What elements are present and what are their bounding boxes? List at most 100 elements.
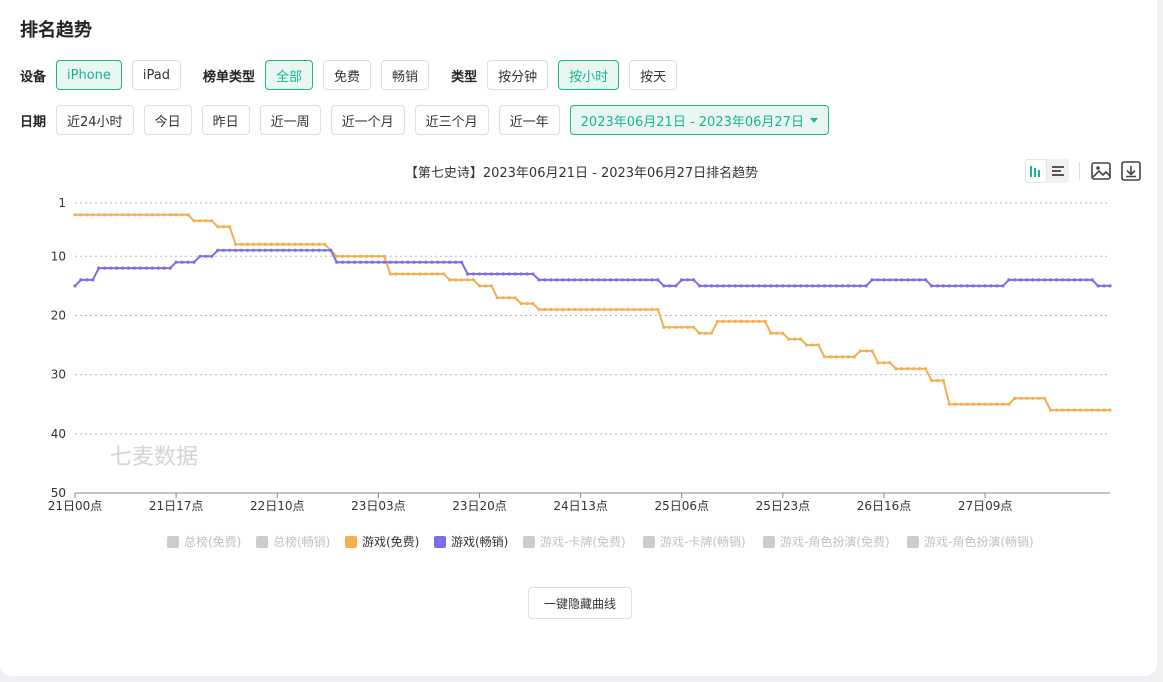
data-point <box>109 213 113 217</box>
data-point <box>222 248 226 252</box>
data-point <box>656 307 660 312</box>
data-point <box>323 248 327 252</box>
filter-row-2: 日期 近24小时 今日 昨日 近一周 近一个月 近三个月 近一年 2023年06… <box>20 105 839 135</box>
legend-item[interactable]: 游戏(免费) <box>345 534 419 549</box>
download-icon[interactable] <box>1120 160 1142 182</box>
data-point <box>727 319 731 323</box>
data-point <box>471 278 476 282</box>
data-point <box>1108 284 1112 288</box>
data-point <box>674 325 678 329</box>
data-point <box>709 284 714 288</box>
data-point <box>1001 284 1005 288</box>
data-point <box>121 266 125 270</box>
y-tick-label: 1 <box>58 196 66 210</box>
x-tick-label: 23日20点 <box>452 499 507 513</box>
data-point <box>941 379 946 383</box>
data-point <box>858 284 862 288</box>
data-point <box>115 213 119 217</box>
data-point <box>180 213 184 217</box>
data-point <box>769 331 773 335</box>
date-year-button[interactable]: 近一年 <box>498 105 560 135</box>
data-point <box>626 278 630 282</box>
bar-chart-icon[interactable] <box>1025 159 1047 183</box>
data-point <box>834 284 839 288</box>
data-point <box>132 213 137 217</box>
data-point <box>204 219 208 223</box>
data-point <box>828 284 833 288</box>
data-point <box>1007 402 1011 406</box>
data-point <box>787 337 791 341</box>
data-point <box>79 213 83 217</box>
data-point <box>257 242 261 246</box>
data-point <box>216 225 220 229</box>
data-point <box>698 331 702 335</box>
date-yesterday-button[interactable]: 昨日 <box>201 105 250 135</box>
image-icon[interactable] <box>1090 160 1112 182</box>
legend-swatch <box>907 536 919 548</box>
type-day-button[interactable]: 按天 <box>629 60 678 90</box>
series-0 <box>73 213 1112 412</box>
data-point <box>174 213 178 217</box>
data-point <box>828 355 833 359</box>
legend-item[interactable]: 游戏-卡牌(免费) <box>523 534 626 549</box>
hide-curves-button[interactable]: 一键隐藏曲线 <box>528 587 632 619</box>
data-point <box>537 307 541 312</box>
data-point <box>1019 396 1023 400</box>
device-iphone-button[interactable]: iPhone <box>56 60 122 90</box>
legend-item[interactable]: 游戏-卡牌(畅销) <box>643 535 746 549</box>
data-point <box>162 213 166 217</box>
type-hour-button[interactable]: 按小时 <box>558 60 620 90</box>
data-point <box>299 242 303 246</box>
date-week-button[interactable]: 近一周 <box>259 105 321 135</box>
data-point <box>364 260 369 264</box>
list-type-free-button[interactable]: 免费 <box>323 60 372 90</box>
legend-item[interactable]: 游戏(畅销) <box>434 535 508 549</box>
data-point <box>852 355 856 359</box>
list-icon[interactable] <box>1047 159 1069 183</box>
data-point <box>495 272 499 276</box>
data-point <box>1043 278 1047 282</box>
data-point <box>662 284 666 288</box>
legend-item[interactable]: 游戏-角色扮演(畅销) <box>907 534 1034 549</box>
data-point <box>977 284 981 288</box>
data-point <box>275 248 279 252</box>
data-point <box>733 284 737 288</box>
legend-item[interactable]: 游戏-角色扮演(免费) <box>763 534 890 549</box>
data-point <box>1072 278 1076 282</box>
data-point <box>424 260 428 264</box>
data-point <box>775 331 779 335</box>
data-point <box>650 278 654 282</box>
data-point <box>156 213 160 217</box>
date-range-picker[interactable]: 2023年06月21日 - 2023年06月27日 <box>569 105 829 135</box>
list-type-all-button[interactable]: 全部 <box>265 60 314 90</box>
data-point <box>614 278 618 282</box>
data-point <box>876 361 880 365</box>
data-point <box>876 278 880 282</box>
data-point <box>745 319 749 323</box>
type-minute-button[interactable]: 按分钟 <box>487 60 549 90</box>
legend-item[interactable]: 总榜(畅销) <box>256 534 330 549</box>
data-point <box>769 284 773 288</box>
date-24h-button[interactable]: 近24小时 <box>56 105 134 135</box>
data-point <box>686 325 690 329</box>
legend-swatch <box>345 536 357 548</box>
data-point <box>240 242 244 246</box>
device-ipad-button[interactable]: iPad <box>131 60 181 90</box>
data-point <box>144 213 148 217</box>
scrollbar[interactable] <box>1157 0 1163 682</box>
data-point <box>1025 278 1029 282</box>
data-point <box>602 278 607 282</box>
data-point <box>454 278 458 282</box>
data-point <box>138 266 142 270</box>
data-point <box>650 307 654 312</box>
data-point <box>608 307 612 312</box>
device-label: 设备 <box>20 69 47 85</box>
data-point <box>912 278 916 282</box>
date-3month-button[interactable]: 近三个月 <box>414 105 489 135</box>
list-type-grossing-button[interactable]: 畅销 <box>381 60 430 90</box>
date-month-button[interactable]: 近一个月 <box>330 105 405 135</box>
legend-item[interactable]: 总榜(免费) <box>167 534 241 549</box>
date-today-button[interactable]: 今日 <box>143 105 192 135</box>
data-point <box>245 248 250 252</box>
data-point <box>644 278 648 282</box>
